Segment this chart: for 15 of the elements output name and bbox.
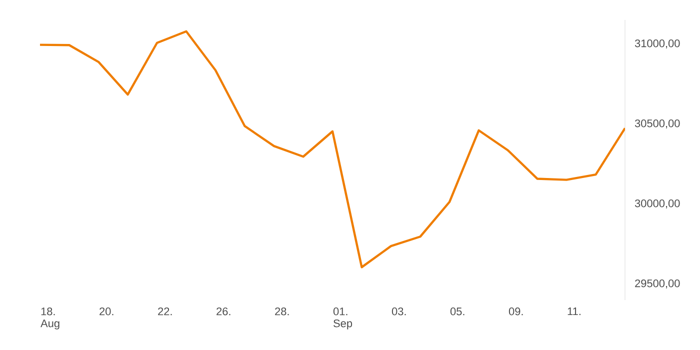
x-tick-label: 22.	[158, 308, 172, 316]
y-tick-label: 30500,00	[634, 119, 680, 129]
x-tick-label: 18. Aug	[40, 308, 60, 330]
y-tick-label: 31000,00	[634, 39, 680, 49]
x-tick-label: 28.	[275, 308, 289, 316]
x-tick-label: 20.	[100, 308, 114, 316]
x-tick-label: 26.	[216, 308, 230, 316]
x-tick-label: 11.	[568, 308, 580, 316]
line-series	[40, 30, 626, 268]
y-tick-label: 30000,00	[634, 199, 680, 209]
x-tick-label: 01. Sep	[333, 308, 352, 330]
x-tick-label: 03.	[392, 308, 406, 316]
x-tick-label: 05.	[450, 308, 464, 316]
y-tick-label: 29500,00	[635, 279, 680, 289]
x-tick-label: 09.	[508, 308, 523, 316]
